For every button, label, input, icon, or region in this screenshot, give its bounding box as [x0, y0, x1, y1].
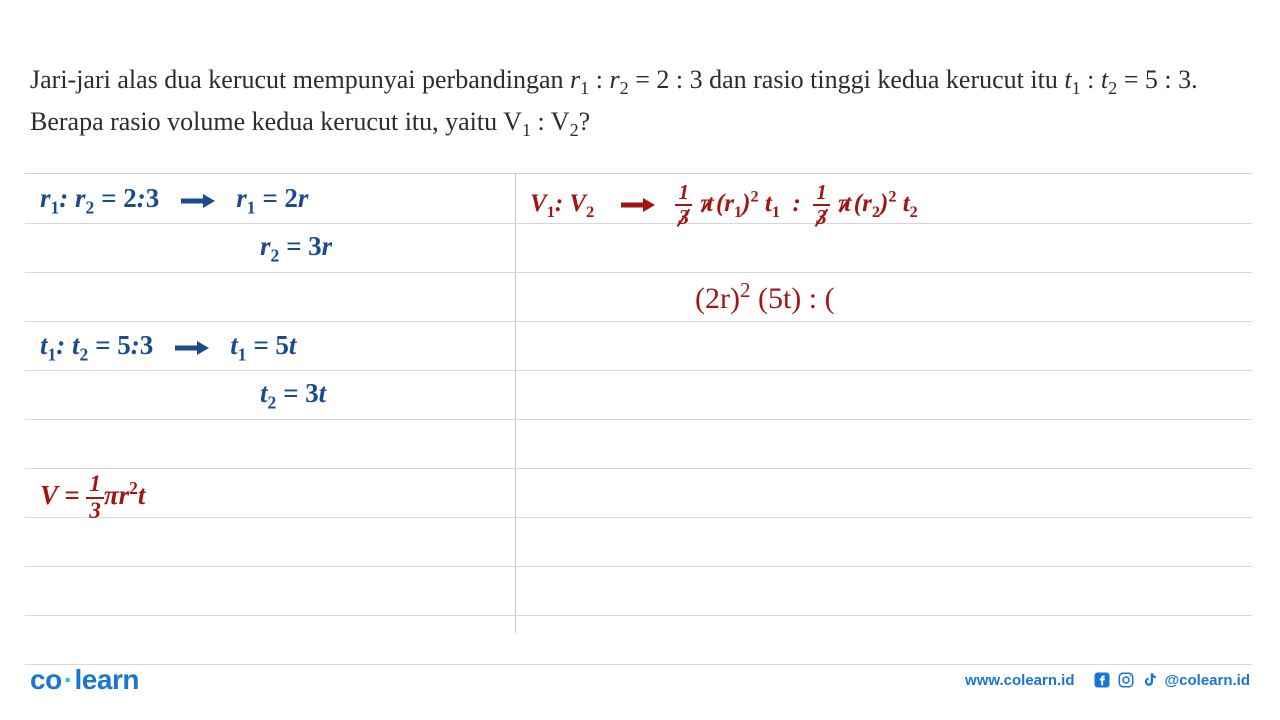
notebook-line [25, 321, 1252, 322]
vertical-divider [515, 174, 516, 633]
notebook-line [25, 272, 1252, 273]
notebook-line [25, 419, 1252, 420]
notebook-line [25, 370, 1252, 371]
social-handle: @colearn.id [1165, 672, 1250, 689]
notebook-line [25, 566, 1252, 567]
brand-logo: co·learn [30, 664, 139, 696]
facebook-icon [1093, 671, 1111, 689]
logo-dot: · [64, 664, 73, 695]
math-expression: r2 = 3r [260, 231, 332, 266]
instagram-icon [1117, 671, 1135, 689]
footer: co·learn www.colearn.id @colearn.id [30, 664, 1250, 696]
math-expression: (2r)2 (5t) : ( [695, 278, 835, 316]
notebook-line [25, 615, 1252, 616]
math-expression: t1: t2 = 5:3 t1 = 5t [40, 330, 296, 365]
social-icons: @colearn.id [1093, 671, 1250, 689]
notebook-line [25, 468, 1252, 469]
question-text: Jari-jari alas dua kerucut mempunyai per… [30, 60, 1250, 145]
math-expression: V1: V2 13 π(r1)2 t1 : 13 π(r2)2 t2 [530, 182, 918, 229]
logo-right: learn [75, 664, 139, 695]
tiktok-icon [1141, 671, 1159, 689]
logo-left: co [30, 664, 62, 695]
footer-url: www.colearn.id [965, 672, 1074, 689]
math-expression: r1: r2 = 2:3 r1 = 2r [40, 183, 308, 218]
math-expression: t2 = 3t [260, 378, 326, 413]
notebook-line [25, 517, 1252, 518]
notebook-area [25, 173, 1252, 633]
math-expression: V = 13πr2t [40, 473, 145, 523]
